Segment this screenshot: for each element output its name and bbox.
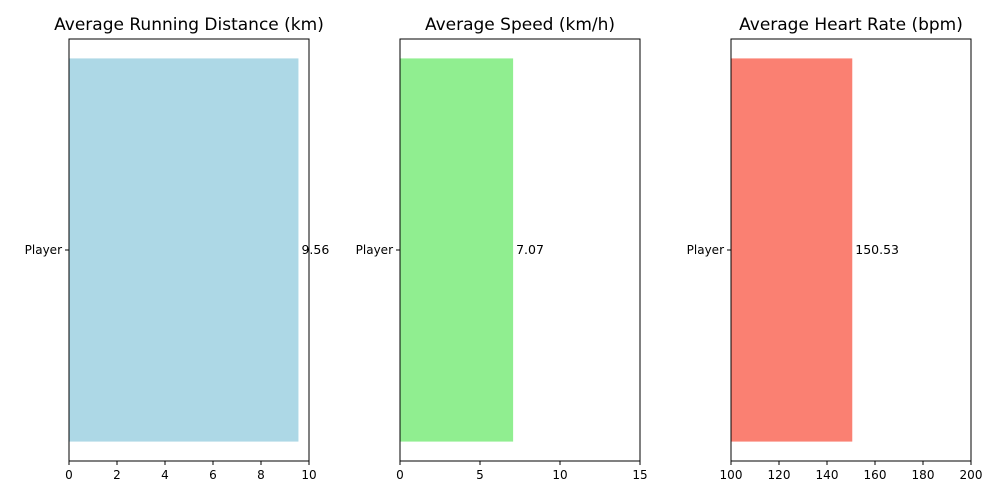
x-tick-label: 100 — [720, 468, 743, 482]
chart-title: Average Running Distance (km) — [54, 15, 324, 35]
chart-panel-running-distance: Average Running Distance (km) 9.56 Player… — [25, 15, 330, 482]
bar — [69, 58, 299, 442]
x-tick-label: 200 — [960, 468, 983, 482]
plot-frame — [68, 38, 310, 462]
y-tick-label: Player — [25, 243, 62, 257]
x-tick-label: 10 — [552, 468, 567, 482]
y-tick-label: Player — [687, 243, 724, 257]
x-tick-label: 8 — [257, 468, 265, 482]
data-label: 7.07 — [516, 242, 544, 257]
chart-panel-average-speed: Average Speed (km/h) 7.07 Player 0 5 10 15 — [356, 15, 648, 482]
plot-frame — [730, 38, 972, 462]
bar — [400, 58, 514, 442]
bar — [731, 58, 853, 442]
y-tick-label: Player — [356, 243, 393, 257]
x-tick-label: 10 — [301, 468, 316, 482]
x-tick-label: 2 — [113, 468, 121, 482]
x-tick-label: 5 — [476, 468, 484, 482]
x-tick-label: 0 — [65, 468, 73, 482]
data-label: 9.56 — [301, 242, 329, 257]
data-label: 150.53 — [855, 242, 899, 257]
x-tick-label: 0 — [396, 468, 404, 482]
x-tick-label: 6 — [209, 468, 217, 482]
x-tick-label: 4 — [161, 468, 169, 482]
x-tick-label: 160 — [864, 468, 887, 482]
x-tick-label: 180 — [912, 468, 935, 482]
x-tick-label: 120 — [768, 468, 791, 482]
x-tick-label: 15 — [632, 468, 647, 482]
plot-frame — [399, 38, 641, 462]
chart-title: Average Heart Rate (bpm) — [739, 15, 963, 35]
chart-title: Average Speed (km/h) — [425, 15, 615, 35]
chart-panel-heart-rate: Average Heart Rate (bpm) 150.53 Player 100… — [687, 15, 983, 482]
x-tick-label: 140 — [816, 468, 839, 482]
